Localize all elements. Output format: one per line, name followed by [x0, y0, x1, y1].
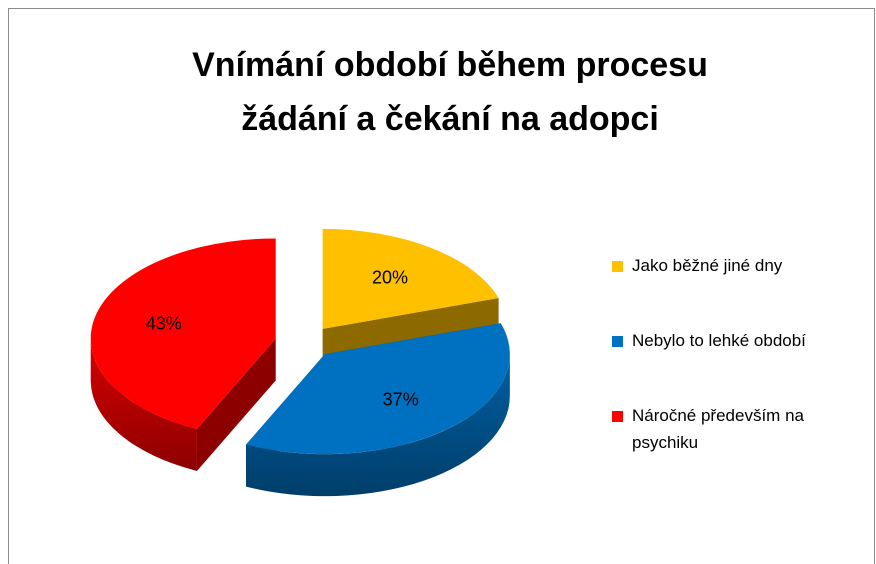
legend-label: Jako běžné jiné dny	[632, 256, 783, 275]
chart-title: Vnímání období během procesu žádání a če…	[192, 46, 708, 138]
legend-swatch	[612, 261, 623, 272]
legend-swatch	[612, 336, 623, 347]
legend-entry: Jako běžné jiné dny	[612, 252, 862, 279]
data-label: 20%	[372, 267, 408, 287]
chart-border	[8, 8, 875, 564]
slice-side	[246, 354, 510, 497]
legend-swatch	[612, 411, 623, 422]
legend-entry: Nebylo to lehké období	[612, 327, 862, 354]
pie-slice	[90, 238, 276, 429]
data-label: 37%	[383, 389, 419, 409]
legend-entry: Náročné především na psychiku	[612, 402, 862, 456]
data-label: 43%	[146, 314, 182, 334]
pie-slice	[322, 228, 499, 329]
slice-side	[90, 338, 197, 471]
pie-slice	[246, 323, 510, 455]
legend: Jako běžné jiné dny Nebylo to lehké obdob…	[612, 252, 862, 504]
legend-label: Nebylo to lehké období	[632, 331, 806, 350]
slice-wall	[196, 338, 276, 471]
legend-label: Náročné především na psychiku	[632, 406, 804, 452]
